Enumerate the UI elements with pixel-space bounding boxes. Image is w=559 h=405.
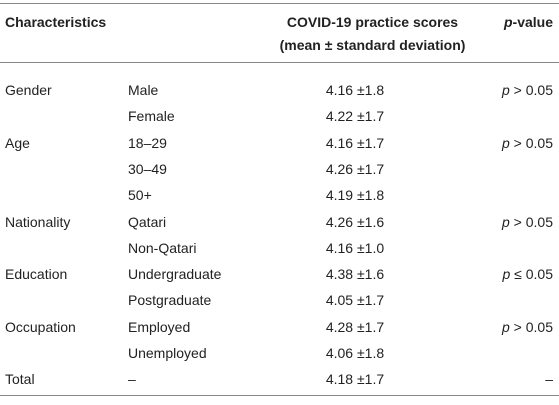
score: 4.38 ±1.6 [325,266,385,283]
header-characteristics: Characteristics [5,14,107,30]
score: 4.05 ±1.7 [325,292,385,309]
p-value: – [545,370,553,388]
p-text: -value [512,14,553,30]
item-label: – [128,371,136,388]
p-symbol: p [502,318,510,335]
item-label: Qatari [128,213,167,230]
score: 4.19 ±1.8 [325,187,385,204]
header-rule [0,62,559,63]
p-symbol: p [502,82,510,98]
score: 4.26 ±1.7 [325,160,385,177]
header-scores: COVID-19 practice scores [286,14,459,30]
score: 4.06 ±1.8 [325,345,385,361]
score: 4.16 ±1.7 [325,134,385,151]
p-symbol: p [502,134,510,151]
item-label: Non-Qatari [128,239,197,256]
p-text: ≤ 0.05 [510,266,553,283]
item-label: 30–49 [128,160,167,177]
p-text: > 0.05 [509,213,553,230]
score: 4.18 ±1.7 [325,371,385,388]
p-text: – [545,371,553,388]
p-text: > 0.05 [509,82,553,98]
group-label: Gender [5,82,52,98]
p-symbol: p [502,266,511,283]
p-symbol: p [502,213,510,230]
item-label: Female [128,108,175,125]
score: 4.22 ±1.7 [325,108,385,125]
top-rule [0,3,559,4]
group-label: Education [5,266,68,283]
score: 4.26 ±1.6 [325,213,385,230]
p-text: > 0.05 [509,134,553,151]
group-label: Age [5,134,30,151]
p-value: p > 0.05 [502,318,553,336]
p-text: > 0.05 [509,318,553,335]
header-pvalue: p-value [504,13,553,31]
header-scores: (mean ± standard deviation) [279,37,466,53]
item-label: Unemployed [128,345,207,361]
p-value: p > 0.05 [502,213,553,231]
score: 4.16 ±1.8 [325,82,385,98]
p-symbol: p [503,14,513,30]
item-label: Male [128,82,159,98]
item-label: Postgraduate [128,292,212,309]
p-value: p > 0.05 [502,134,553,152]
p-value: p ≤ 0.05 [502,265,553,283]
score: 4.16 ±1.0 [325,239,385,256]
group-label: Occupation [5,318,76,335]
item-label: 18–29 [128,134,167,151]
group-label: Nationality [5,213,71,230]
bottom-rule [0,395,559,396]
item-label: Employed [128,318,191,335]
group-label: Total [5,371,35,388]
score: 4.28 ±1.7 [325,318,385,335]
item-label: 50+ [128,187,152,204]
item-label: Undergraduate [128,266,222,283]
p-value: p > 0.05 [502,81,553,99]
